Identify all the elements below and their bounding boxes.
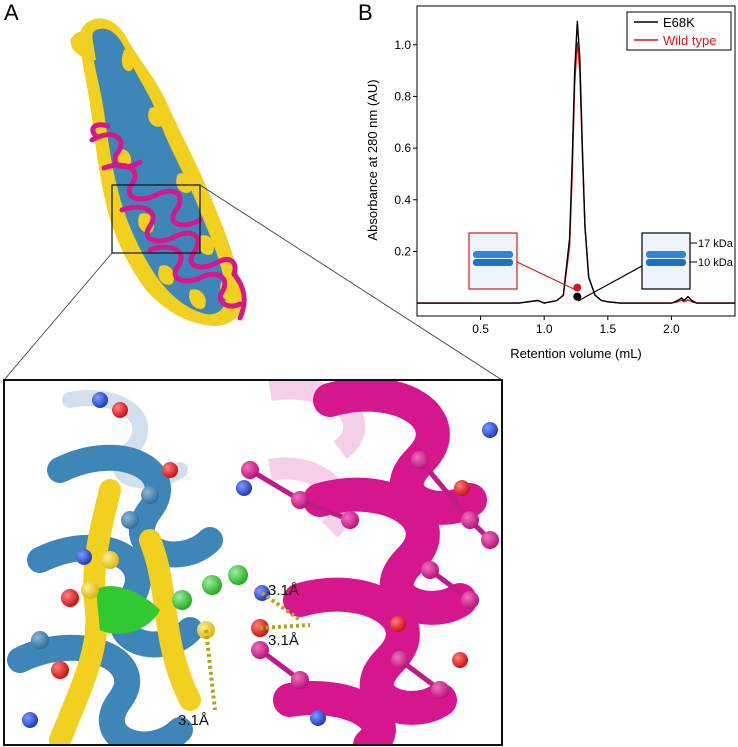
- y-tick-label: 0.2: [394, 244, 411, 258]
- zoom-connector-right: [199, 184, 503, 381]
- zoom-inset-frame: [3, 379, 503, 746]
- magenta-helix: [273, 380, 487, 745]
- marker-e68k: [573, 292, 582, 301]
- distance-label-1: 3.1Å: [268, 582, 299, 599]
- protein-surface: [70, 18, 243, 326]
- x-tick-label: 0.5: [472, 322, 489, 336]
- green-highlight: [96, 586, 160, 634]
- gel-label-upper: 17 kDa: [698, 238, 734, 250]
- distance-label-2: 3.1Å: [268, 632, 299, 649]
- x-tick-label: 1.5: [599, 322, 616, 336]
- x-tick-label: 1.0: [536, 322, 553, 336]
- atom-spheres: [22, 392, 499, 728]
- yellow-strand: [49, 479, 201, 745]
- zoom-connector-left: [3, 252, 113, 381]
- panel-label-b: B: [358, 0, 373, 25]
- zoom-region-box: [111, 184, 201, 254]
- gel-connector-e68k: [577, 265, 643, 302]
- gel-connector-wild-type: [516, 261, 579, 292]
- y-tick-label: 0.4: [394, 193, 411, 207]
- y-axis-ticks: 0.2 0.4 0.6 0.8 1.0: [394, 38, 417, 258]
- x-axis-label: Retention volume (mL): [510, 346, 642, 361]
- series-line-e68k: [417, 20, 735, 304]
- legend-box: [626, 11, 732, 51]
- legend-label-wild-type: Wild type: [663, 33, 716, 48]
- y-tick-label: 0.8: [394, 89, 411, 103]
- ribbon-helix: [89, 122, 247, 321]
- distance-label-3: 3.1Å: [178, 712, 209, 729]
- x-axis-ticks: 0.5 1.0 1.5 2.0: [472, 316, 680, 336]
- hydrogen-bonds: [204, 591, 311, 711]
- y-tick-label: 1.0: [394, 38, 411, 52]
- chromatogram-chart: 0.2 0.4 0.6 0.8 1.0 0.5 1.0 1.5 2.0 Retention v…: [365, 5, 736, 361]
- chart-series: [417, 20, 735, 304]
- plot-frame: [416, 5, 736, 317]
- chart-markers: [573, 283, 582, 301]
- gel-label-lower: 10 kDa: [698, 257, 734, 269]
- x-tick-label: 2.0: [663, 322, 680, 336]
- zoom-inset: [4, 380, 502, 745]
- gel-inset-e68k: [641, 232, 691, 290]
- y-axis-label: Absorbance at 280 nm (AU): [365, 79, 380, 240]
- panel-label-a: A: [4, 0, 19, 25]
- gel-inset-wild-type: [468, 232, 518, 290]
- y-tick-label: 0.6: [394, 141, 411, 155]
- legend-label-e68k: E68K: [663, 15, 695, 30]
